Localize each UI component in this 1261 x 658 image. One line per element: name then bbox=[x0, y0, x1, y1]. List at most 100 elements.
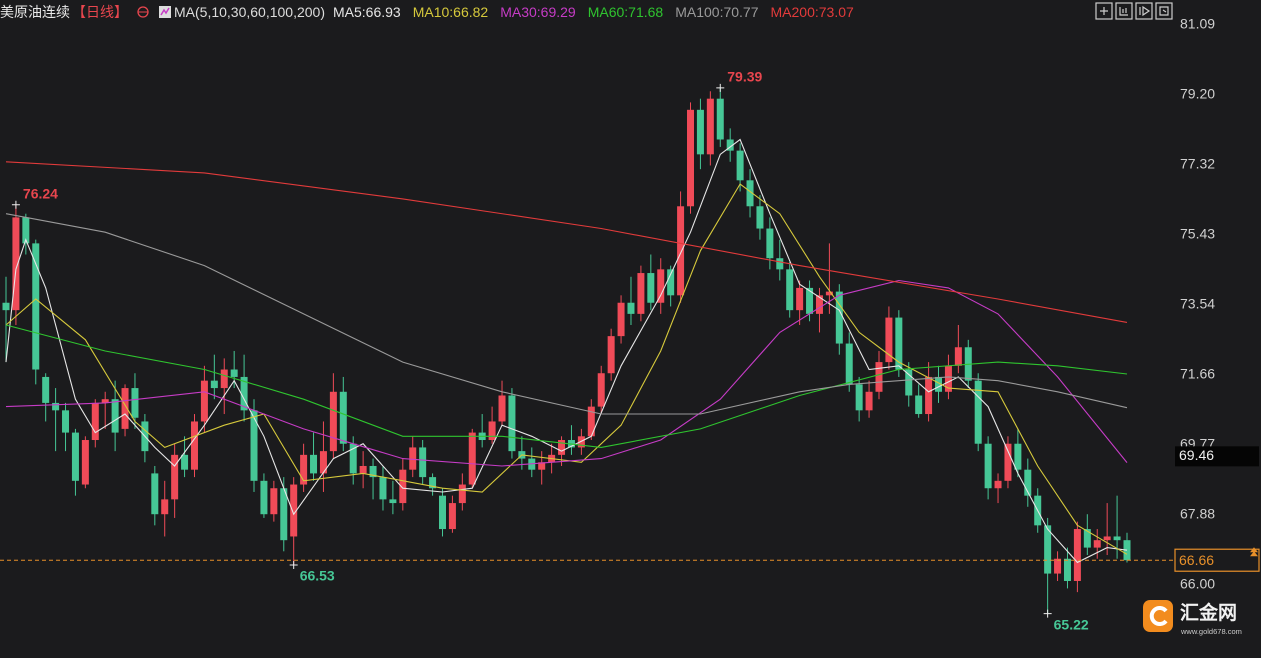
candle-body bbox=[131, 388, 139, 418]
legend-entry[interactable]: MA5:66.93 bbox=[333, 4, 401, 20]
candle-body bbox=[488, 421, 496, 441]
candle-body bbox=[1103, 536, 1111, 541]
candle-body bbox=[637, 273, 645, 314]
ma-line bbox=[5, 213, 1128, 415]
candle-body bbox=[62, 410, 70, 433]
candle-body bbox=[865, 391, 873, 411]
y-tick-label: 75.43 bbox=[1180, 226, 1215, 242]
candle-body bbox=[895, 317, 903, 370]
settings-icon[interactable] bbox=[136, 5, 150, 19]
tool-button[interactable] bbox=[1115, 2, 1133, 20]
ma-line bbox=[5, 138, 1128, 564]
candle-body bbox=[12, 217, 20, 311]
candle-body bbox=[310, 454, 318, 474]
period[interactable]: 【日线】 bbox=[72, 4, 128, 20]
extreme-marker bbox=[1043, 609, 1052, 618]
logo-symbol bbox=[1149, 606, 1168, 626]
y-tick-label: 73.54 bbox=[1180, 296, 1215, 312]
candle-body bbox=[419, 447, 427, 478]
logo: 汇金网 www.gold678.com bbox=[1143, 600, 1242, 636]
legend-entry[interactable]: MA200:73.07 bbox=[770, 4, 854, 20]
legend-entry[interactable]: MA100:70.77 bbox=[675, 4, 759, 20]
candle-body bbox=[81, 440, 89, 485]
candle-body bbox=[538, 462, 546, 470]
candle-body bbox=[558, 440, 566, 455]
legend-entry[interactable]: MA30:69.29 bbox=[500, 4, 576, 20]
candle-body bbox=[468, 432, 476, 485]
logo-url: www.gold678.com bbox=[1180, 627, 1242, 636]
low-label: 65.22 bbox=[1054, 616, 1089, 632]
y-tick-label: 67.88 bbox=[1180, 506, 1215, 522]
candle-body bbox=[429, 477, 437, 489]
candle-body bbox=[300, 454, 308, 485]
y-tick-label: 71.66 bbox=[1180, 365, 1215, 381]
candle-body bbox=[974, 380, 982, 444]
candle-body bbox=[736, 150, 744, 181]
candle-body bbox=[230, 369, 238, 377]
candle-body bbox=[111, 399, 119, 433]
candle-body bbox=[935, 376, 943, 392]
y-tick-label: 79.20 bbox=[1180, 86, 1215, 102]
candle-body bbox=[696, 109, 704, 155]
tool-icon bbox=[1100, 7, 1108, 15]
extreme-marker bbox=[716, 83, 725, 92]
candle-body bbox=[508, 395, 516, 452]
candle-body bbox=[498, 395, 506, 422]
y-tick-label: 81.09 bbox=[1180, 16, 1215, 32]
candle-body bbox=[71, 432, 79, 481]
candle-body bbox=[1083, 529, 1091, 548]
tool-icon bbox=[1159, 6, 1169, 16]
candle-body bbox=[687, 109, 695, 207]
candle-body bbox=[359, 465, 367, 474]
candle-body bbox=[944, 365, 952, 392]
candle-body bbox=[746, 180, 754, 207]
tool-button[interactable] bbox=[1135, 2, 1153, 20]
candle-body bbox=[875, 362, 883, 392]
candle-body bbox=[716, 98, 724, 140]
candle-body bbox=[240, 376, 248, 411]
candle-body bbox=[835, 291, 843, 344]
candle-body bbox=[448, 503, 456, 530]
candle-body bbox=[597, 373, 605, 407]
legend-entry[interactable]: MA60:71.68 bbox=[587, 4, 664, 20]
candle-body bbox=[260, 480, 268, 515]
candle-body bbox=[855, 384, 863, 411]
tool-icon bbox=[1139, 5, 1151, 17]
candle-body bbox=[577, 436, 585, 448]
candle-body bbox=[200, 380, 208, 422]
candle-body bbox=[399, 469, 407, 504]
candle-body bbox=[32, 243, 40, 370]
candle-body bbox=[994, 480, 1002, 489]
extreme-marker bbox=[289, 561, 298, 570]
candle-body bbox=[617, 302, 625, 337]
candle-body bbox=[42, 376, 50, 403]
candle-body bbox=[270, 488, 278, 515]
candle-body bbox=[657, 269, 665, 303]
candle-body bbox=[210, 380, 218, 389]
candle-body bbox=[349, 443, 357, 474]
tool-button[interactable] bbox=[1155, 2, 1173, 20]
tool-button[interactable] bbox=[1095, 2, 1113, 20]
candle-body bbox=[726, 139, 734, 151]
last-price-box bbox=[1174, 548, 1260, 572]
candle-body bbox=[379, 477, 387, 500]
candle-body bbox=[171, 454, 179, 500]
candle-body bbox=[161, 499, 169, 515]
high-label: 79.39 bbox=[727, 69, 762, 85]
candle-body bbox=[121, 388, 129, 429]
logo-badge bbox=[1143, 600, 1173, 632]
candle-body bbox=[409, 447, 417, 470]
candle-body bbox=[1113, 536, 1121, 541]
candle-body bbox=[280, 488, 288, 541]
candle-body bbox=[677, 206, 685, 296]
chart-header: 美原油连续 【日线】 MA(5,10,30,60,100,200) MA5:66… bbox=[0, 2, 854, 22]
ma-line bbox=[5, 161, 1128, 323]
legend-entry[interactable]: MA10:66.82 bbox=[412, 4, 489, 20]
candle-body bbox=[756, 206, 764, 229]
candle-body bbox=[329, 391, 337, 452]
indicator-icon[interactable] bbox=[158, 5, 172, 19]
candle-body bbox=[389, 499, 397, 504]
candle-body bbox=[706, 98, 714, 155]
candle-body bbox=[766, 228, 774, 259]
candle-body bbox=[220, 369, 228, 389]
